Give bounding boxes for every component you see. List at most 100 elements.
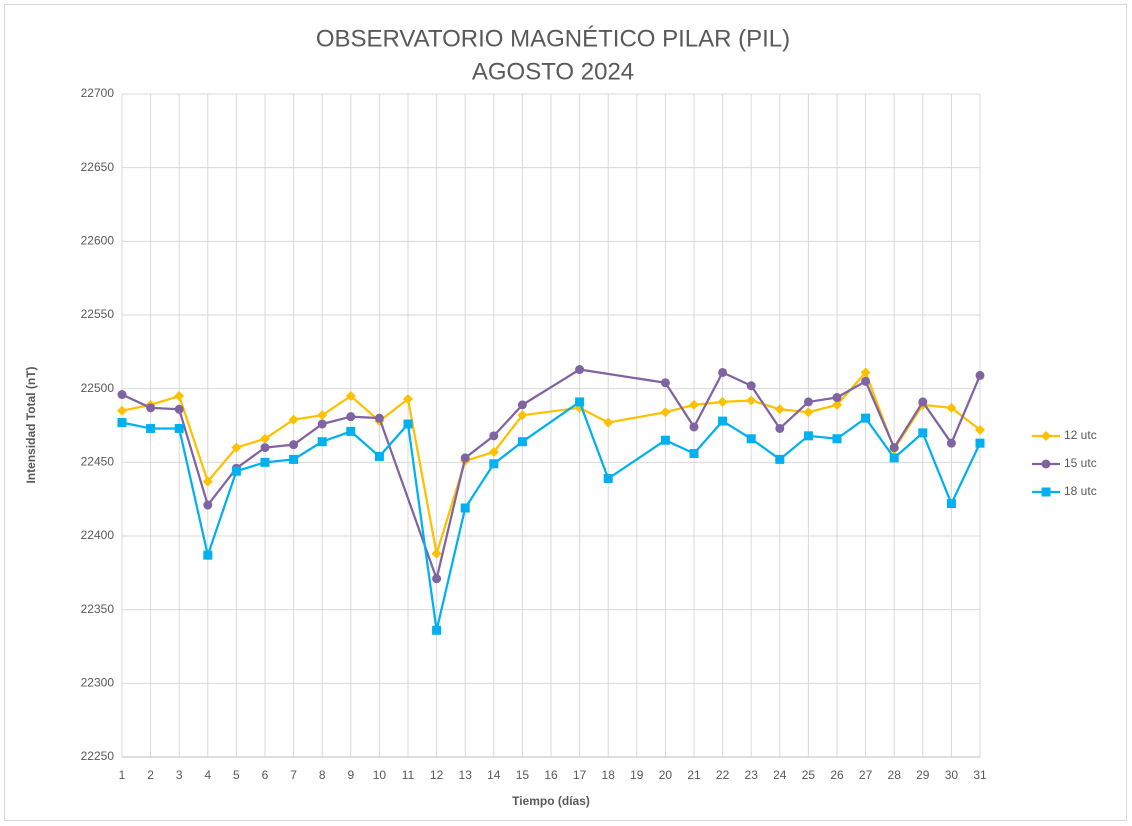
y-tick-label: 22650 [81,160,115,174]
y-axis-label: Intensidad Total (nT) [24,366,38,483]
point [231,442,242,453]
y-tick-label: 22450 [81,455,115,469]
point [832,434,842,444]
x-tick-label: 13 [459,768,473,782]
point [946,438,956,448]
point [832,393,842,403]
x-tick-label: 20 [659,768,673,782]
point [345,391,356,402]
x-tick-label: 25 [802,768,816,782]
chart-subtitle: AGOSTO 2024 [472,58,634,85]
x-tick-label: 7 [290,768,297,782]
x-tick-label: 10 [373,768,387,782]
y-tick-label: 22700 [81,86,115,100]
point [603,474,613,484]
x-tick-label: 5 [233,768,240,782]
point [260,443,270,453]
x-tick-label: 9 [347,768,354,782]
point [174,391,185,402]
point [660,378,670,388]
point [975,370,985,380]
point [1041,459,1051,469]
point [517,410,528,421]
point [489,431,499,441]
point [861,376,871,386]
x-tick-label: 24 [773,768,787,782]
point [803,431,813,441]
point [403,393,413,404]
point [431,548,442,559]
point [202,476,213,487]
point [689,399,699,410]
point [117,390,127,400]
x-tick-label: 27 [859,768,873,782]
point [946,499,956,509]
point [946,402,957,413]
point [203,550,213,560]
x-tick-label: 21 [687,768,701,782]
point [146,423,156,433]
point [317,437,327,447]
x-tick-label: 23 [745,768,759,782]
point [432,574,442,584]
point [746,395,757,406]
point [832,399,842,410]
point [889,443,899,453]
point [918,397,928,407]
point [489,459,499,469]
point [918,428,928,438]
x-tick-label: 15 [516,768,530,782]
point [117,418,127,428]
point [861,413,871,423]
point [660,435,670,445]
point [746,434,756,444]
x-tick-label: 22 [716,768,730,782]
point [374,413,384,423]
point [803,397,813,407]
point [374,451,384,461]
point [575,397,585,407]
point [517,437,527,447]
legend-label: 15 utc [1064,456,1097,470]
chart-title: OBSERVATORIO MAGNÉTICO PILAR (PIL) [316,25,790,52]
y-tick-label: 22550 [81,307,115,321]
x-tick-label: 1 [119,768,126,782]
x-tick-label: 28 [888,768,902,782]
point [288,414,299,425]
point [403,419,413,429]
point [231,466,241,476]
point [774,404,785,415]
point [174,404,184,414]
point [1041,487,1051,497]
point [260,457,270,467]
point [346,426,356,436]
point [517,400,527,410]
point [346,412,356,422]
point [746,381,756,391]
point [660,407,671,418]
point [317,410,328,421]
point [488,447,499,458]
x-tick-label: 12 [430,768,444,782]
point [860,367,871,378]
point [117,405,127,416]
y-tick-label: 22350 [81,602,115,616]
point [975,438,985,448]
x-tick-label: 17 [573,768,587,782]
x-tick-label: 8 [319,768,326,782]
y-tick-label: 22250 [81,749,115,763]
x-tick-label: 29 [916,768,930,782]
x-tick-label: 31 [973,768,987,782]
point [718,367,728,377]
y-tick-label: 22400 [81,528,115,542]
point [975,424,985,435]
point [689,422,699,432]
point [775,423,785,433]
point [575,365,585,375]
point [260,433,270,444]
point [460,453,470,463]
point [289,440,299,450]
x-tick-label: 11 [402,768,415,782]
